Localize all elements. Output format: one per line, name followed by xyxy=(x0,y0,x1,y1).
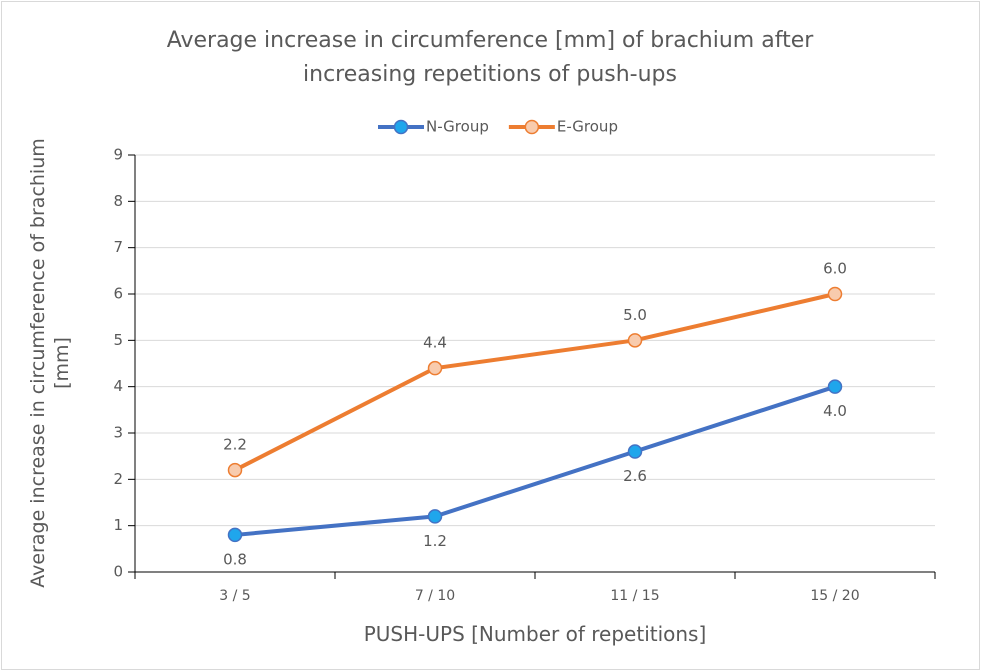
marker xyxy=(427,509,443,524)
data-label: 2.2 xyxy=(223,436,247,454)
data-label: 0.8 xyxy=(223,550,247,568)
x-tick-label: 3 / 5 xyxy=(219,588,250,604)
marker xyxy=(227,462,243,478)
y-tick-label: 9 xyxy=(113,146,123,164)
y-tick-label: 4 xyxy=(113,377,123,395)
y-tick-label: 2 xyxy=(113,470,123,488)
x-tick-label: 15 / 20 xyxy=(810,588,859,604)
marker xyxy=(627,333,643,348)
legend-marker xyxy=(393,119,409,135)
x-axis-label: PUSH-UPS [Number of repetitions] xyxy=(363,622,707,646)
marker xyxy=(827,286,843,302)
x-tick-label: 7 / 10 xyxy=(415,588,455,604)
marker xyxy=(427,360,443,376)
data-label: 4.4 xyxy=(423,334,447,352)
chart-title: Average increase in circumference [mm] o… xyxy=(166,28,814,87)
x-tick-label: 11 / 15 xyxy=(610,588,659,604)
data-label: 2.6 xyxy=(623,467,647,485)
marker xyxy=(227,527,243,543)
marker xyxy=(627,444,643,459)
y-tick-label: 7 xyxy=(113,238,123,256)
legend-marker xyxy=(524,119,540,135)
legend-label: E-Group xyxy=(557,118,618,136)
y-tick-label: 3 xyxy=(113,424,123,442)
y-tick-label: 1 xyxy=(113,516,123,534)
y-tick-label: 6 xyxy=(113,285,123,303)
series-line xyxy=(234,292,836,472)
y-tick-label: 0 xyxy=(113,563,123,581)
y-tick-label: 5 xyxy=(113,331,123,349)
marker xyxy=(827,379,843,394)
series-line xyxy=(234,384,836,537)
data-label: 6.0 xyxy=(823,260,847,278)
data-label: 4.0 xyxy=(823,402,847,420)
legend-label: N-Group xyxy=(426,118,489,136)
y-tick-label: 8 xyxy=(113,192,123,210)
data-label: 5.0 xyxy=(623,306,647,324)
data-label: 1.2 xyxy=(423,532,447,550)
